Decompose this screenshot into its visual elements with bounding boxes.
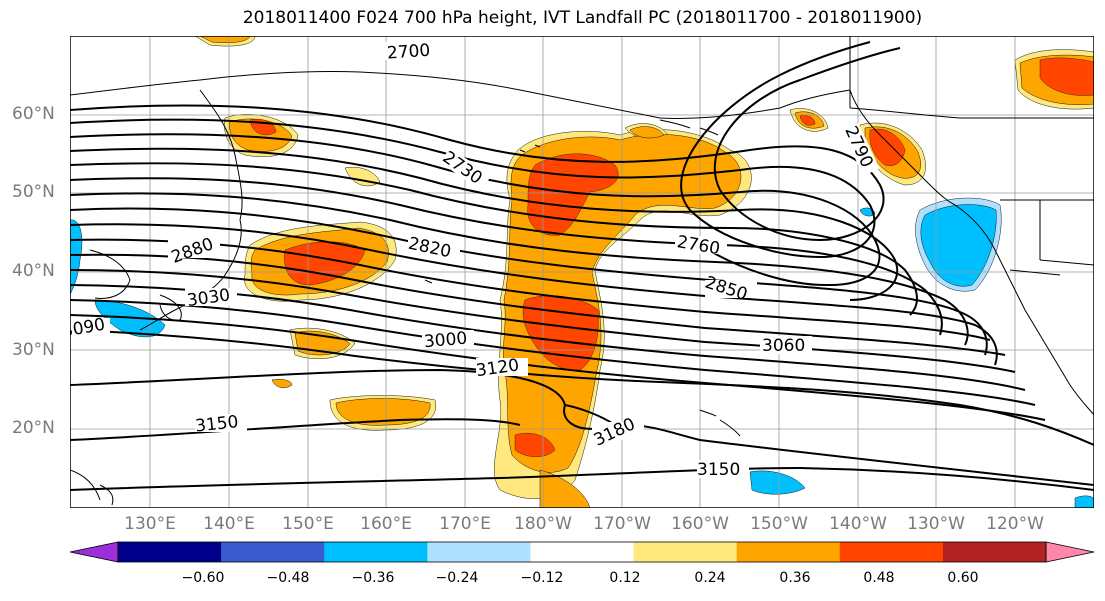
- map-canvas: 2700 2730 2760 2790 2820 2850 2880 3000 …: [70, 36, 1094, 508]
- coastlines: [70, 36, 1094, 506]
- contour-label-3150-west: 3150: [194, 412, 239, 436]
- height-contours: [70, 41, 1094, 491]
- colorbar-segment: [633, 542, 738, 562]
- lat-label-50n: 50°N: [12, 182, 55, 202]
- contour-label-3060: 3060: [762, 336, 805, 356]
- colorbar-svg: [69, 541, 1095, 563]
- colorbar-segment: [839, 542, 944, 562]
- lon-label-170e: 170°E: [439, 514, 491, 534]
- colorbar-tick-label: −0.60: [181, 570, 225, 586]
- colorbar-tick-label: 0.12: [609, 570, 641, 586]
- lon-label-160w: 160°W: [671, 514, 729, 534]
- colorbar-segment: [324, 542, 428, 562]
- lat-label-20n: 20°N: [12, 418, 55, 438]
- colorbar-tick-label: −0.36: [351, 570, 395, 586]
- colorbar-tick-label: 0.36: [779, 570, 811, 586]
- lon-label-130e: 130°E: [124, 514, 176, 534]
- colorbar-segment: [118, 542, 222, 562]
- map-panel: 2700 2730 2760 2790 2820 2850 2880 3000 …: [70, 36, 1094, 508]
- lon-label-130w: 130°W: [907, 514, 965, 534]
- colorbar-segment: [942, 542, 1047, 562]
- colorbar-tick-label: 0.60: [947, 570, 979, 586]
- lon-label-140e: 140°E: [203, 514, 255, 534]
- colorbar-tick-label: −0.48: [266, 570, 310, 586]
- lon-label-140w: 140°W: [829, 514, 887, 534]
- lon-label-150w: 150°W: [750, 514, 808, 534]
- colorbar-segment: [427, 542, 531, 562]
- lat-label-40n: 40°N: [12, 261, 55, 281]
- map-title: 2018011400 F024 700 hPa height, IVT Land…: [242, 8, 923, 28]
- lat-label-30n: 30°N: [12, 340, 55, 360]
- colorbar-segment: [530, 542, 635, 562]
- colorbar-tick-label: 0.24: [694, 570, 726, 586]
- colorbar-extend-high: [1045, 541, 1095, 563]
- contour-label-3000: 3000: [423, 329, 468, 353]
- lon-label-120w: 120°W: [986, 514, 1044, 534]
- lat-label-60n: 60°N: [12, 104, 55, 124]
- colorbar-outline: [117, 541, 1047, 563]
- colorbar-extend-low: [69, 541, 119, 563]
- colorbar-segment: [736, 542, 841, 562]
- colorbar-segment: [221, 542, 325, 562]
- contour-label-2700: 2700: [386, 41, 431, 64]
- lon-label-150e: 150°E: [282, 514, 334, 534]
- colorbar-tick-label: −0.12: [520, 570, 564, 586]
- lon-label-180w: 180°W: [514, 514, 572, 534]
- contour-label-3150-east: 3150: [697, 460, 740, 480]
- lon-label-170w: 170°W: [593, 514, 651, 534]
- colorbar-tick-label: 0.48: [863, 570, 895, 586]
- colorbar: [0, 540, 1105, 574]
- lon-label-160e: 160°E: [360, 514, 412, 534]
- colorbar-tick-label: −0.24: [435, 570, 479, 586]
